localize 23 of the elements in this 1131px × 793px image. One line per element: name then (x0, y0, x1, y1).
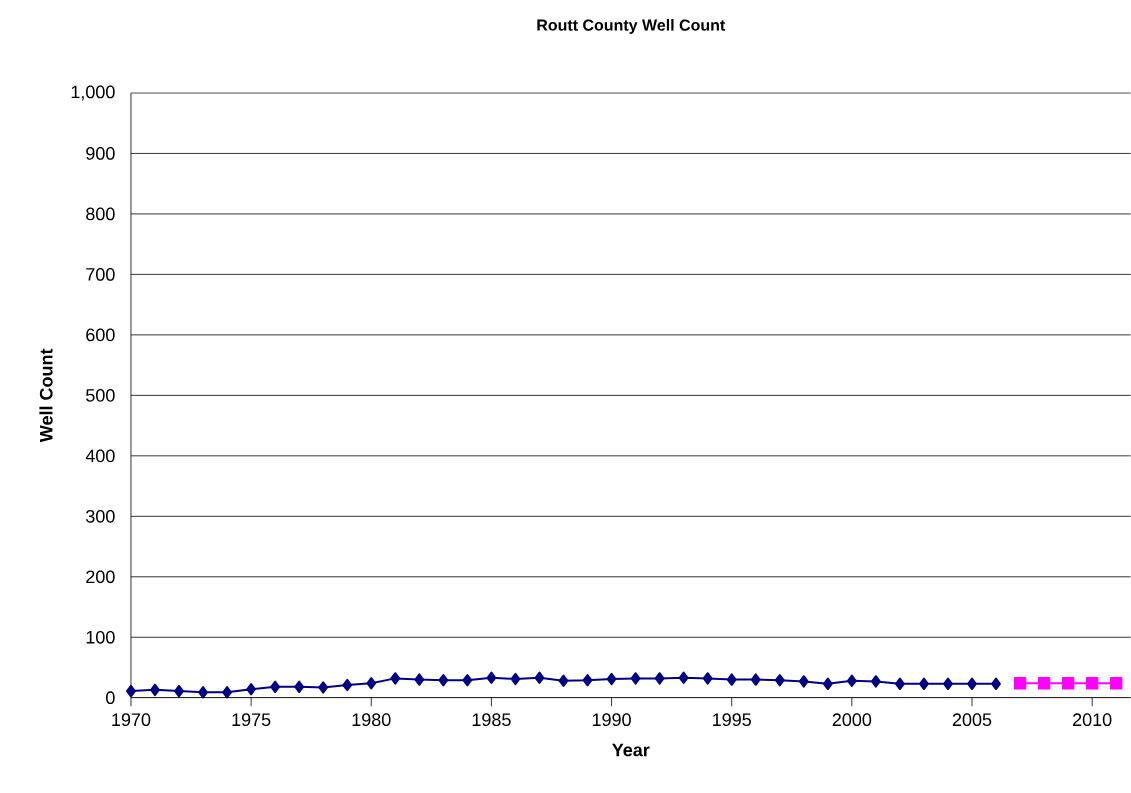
y-tick-label: 800 (86, 207, 115, 221)
x-axis-title: Year (612, 743, 650, 757)
y-axis-title: Well Count (39, 348, 53, 443)
x-tick-label: 1980 (352, 713, 391, 727)
y-tick-label: 100 (86, 631, 115, 644)
x-tick-label: 1995 (713, 713, 751, 727)
x-tick-label: 2000 (832, 713, 872, 727)
x-tick-label: 1975 (232, 713, 271, 727)
x-tick-label: 2010 (1073, 713, 1112, 727)
y-tick-label: 700 (86, 268, 115, 281)
y-tick-label: 500 (86, 389, 115, 402)
chart-title: Routt County Well Count (537, 19, 726, 35)
x-tick-label: 1990 (592, 713, 631, 727)
x-tick-label: 1985 (472, 713, 511, 727)
y-tick-label: 0 (106, 691, 115, 705)
y-tick-label: 600 (86, 328, 115, 342)
x-tick-label: 1970 (112, 713, 151, 727)
y-tick-label: 1,000 (71, 85, 115, 101)
y-tick-label: 900 (86, 147, 115, 160)
y-tick-label: 200 (86, 570, 115, 584)
y-tick-label: 400 (85, 449, 115, 463)
x-tick-label: 2005 (952, 713, 992, 727)
y-tick-label: 300 (86, 510, 115, 523)
